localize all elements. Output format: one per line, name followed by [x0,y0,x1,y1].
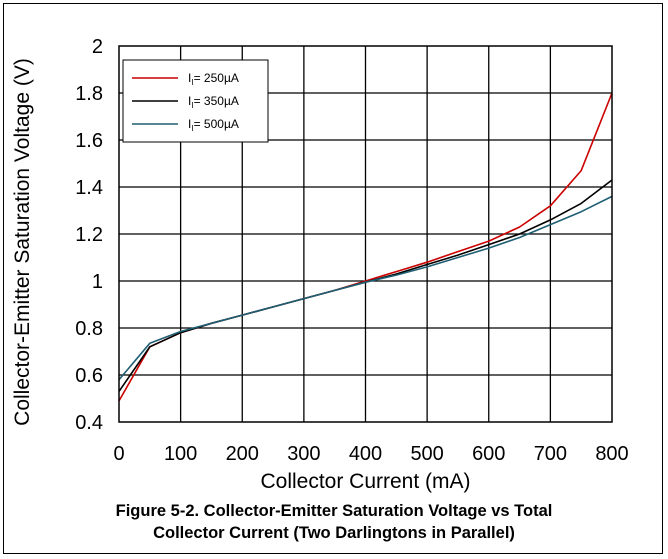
y-tick-label: 0.8 [75,318,103,340]
x-tick-label: 200 [226,443,259,465]
plot-border [118,45,613,423]
y-axis-label: Collector-Emitter Saturation Voltage (V) [11,58,34,426]
x-tick-labels: 0 100 200 300 400 500 600 700 800 [113,443,628,465]
legend-entry: II= 250µA [188,71,239,87]
x-axis-label: Collector Current (mA) [260,470,470,493]
x-tick-label: 600 [472,443,505,465]
y-tick-label: 0.6 [75,365,103,387]
x-tick-label: 700 [534,443,567,465]
x-tick-label: 500 [410,443,443,465]
legend-entry: II= 350µA [188,94,239,110]
y-tick-label: 2 [92,36,103,58]
legend: II= 250µA II= 350µA II= 500µA [122,59,269,143]
x-tick-label: 0 [113,443,124,465]
legend-entry: II= 500µA [188,117,239,133]
y-tick-label: 1.8 [75,83,103,105]
figure-frame [3,3,663,554]
saturation-voltage-chart: 0 100 200 300 400 500 600 700 800 0.4 0.6 0.8 1 1.2 1… [11,36,629,493]
y-tick-label: 1 [92,271,103,293]
x-tick-label: 300 [287,443,320,465]
x-tick-label: 800 [595,443,628,465]
y-tick-label: 1.2 [75,224,103,246]
y-tick-label: 0.4 [75,412,103,434]
figure-caption-line-1: Figure 5-2. Collector-Emitter Saturation… [115,502,553,520]
series-line-3 [118,195,613,381]
y-tick-label: 1.4 [75,177,103,199]
y-tick-label: 1.6 [75,130,103,152]
y-tick-labels: 0.4 0.6 0.8 1 1.2 1.4 1.6 1.8 2 [75,36,103,434]
x-tick-label: 400 [349,443,382,465]
series-lines [118,92,613,402]
x-tick-label: 100 [164,443,197,465]
figure-caption-line-2: Collector Current (Two Darlingtons in Pa… [153,524,515,542]
